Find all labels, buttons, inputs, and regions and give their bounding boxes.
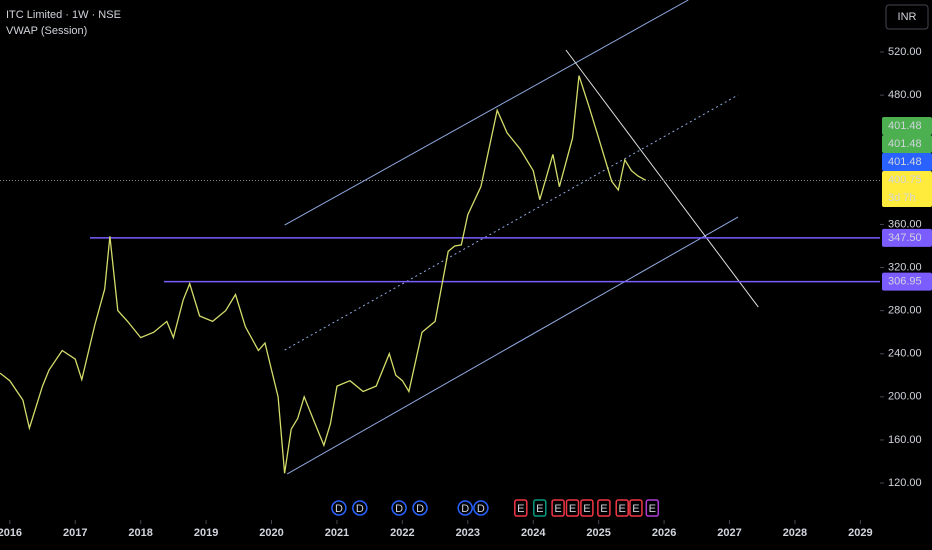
event-label: E [517, 503, 524, 515]
event-label: D [416, 503, 424, 515]
trendline [284, 94, 739, 351]
x-tick-label: 2025 [586, 527, 610, 539]
y-tick-label: 320.00 [888, 261, 922, 273]
y-tick-label: 480.00 [888, 89, 922, 101]
price-tag [882, 135, 932, 153]
event-label: E [536, 503, 543, 515]
x-tick-label: 2018 [128, 527, 152, 539]
trendline [565, 49, 759, 308]
y-tick-label: 520.00 [888, 46, 922, 58]
earnings-marker [533, 499, 547, 517]
event-label: D [356, 503, 364, 515]
x-tick-label: 2026 [652, 527, 676, 539]
x-tick-label: 2028 [783, 527, 807, 539]
event-label: E [632, 503, 639, 515]
earnings-marker [615, 499, 629, 517]
x-tick-label: 2019 [194, 527, 218, 539]
x-tick-label: 2023 [456, 527, 480, 539]
x-tick-label: 2016 [0, 527, 22, 539]
x-tick-label: 2024 [521, 527, 546, 539]
dividend-marker [391, 500, 407, 516]
price-tag [882, 153, 932, 171]
chart-title: ITC Limited · 1W · NSE [6, 9, 121, 21]
price-tag-countdown: 3d 7h [888, 192, 916, 204]
dividend-marker [473, 500, 489, 516]
dividend-marker [352, 500, 368, 516]
event-label: D [395, 503, 403, 515]
event-label: E [583, 503, 590, 515]
y-tick-label: 120.00 [888, 477, 922, 489]
x-tick-label: 2017 [63, 527, 87, 539]
y-tick-label: 360.00 [888, 218, 922, 230]
price-tag [882, 171, 932, 207]
earnings-marker [629, 499, 643, 517]
event-label: D [335, 503, 343, 515]
event-label: E [649, 503, 656, 515]
y-tick-label: 200.00 [888, 391, 922, 403]
x-tick-label: 2029 [848, 527, 872, 539]
level-tag [882, 228, 932, 247]
level-label: 306.95 [888, 276, 922, 288]
y-tick-label: 240.00 [888, 348, 922, 360]
y-tick-label: 280.00 [888, 305, 922, 317]
earnings-marker [645, 499, 660, 517]
trendline [286, 216, 739, 475]
event-label: D [461, 503, 469, 515]
event-label: E [569, 503, 576, 515]
event-label: E [619, 503, 626, 515]
price-tag-label: 401.48 [888, 156, 922, 168]
earnings-marker [597, 499, 611, 517]
currency-label[interactable]: INR [898, 11, 917, 23]
level-tag [882, 272, 932, 291]
level-label: 347.50 [888, 232, 922, 244]
x-tick-label: 2021 [325, 527, 349, 539]
x-tick-label: 2022 [390, 527, 414, 539]
event-label: E [600, 503, 607, 515]
price-tag-label: 400.75 [888, 174, 922, 186]
earnings-marker [565, 499, 580, 517]
earnings-marker [514, 499, 528, 517]
event-label: E [554, 503, 561, 515]
y-tick-label: 160.00 [888, 434, 922, 446]
dividend-marker [457, 500, 473, 516]
dividend-marker [331, 500, 347, 516]
price-tag [882, 117, 932, 135]
price-tag-label: 401.48 [888, 138, 922, 150]
dividend-marker [412, 500, 428, 516]
x-tick-label: 2020 [259, 527, 283, 539]
price-tag-label: 401.48 [888, 120, 922, 132]
event-label: D [477, 503, 485, 515]
x-tick-label: 2027 [717, 527, 741, 539]
earnings-marker [580, 499, 594, 517]
currency-button[interactable] [885, 4, 929, 30]
trendline [284, 0, 689, 226]
earnings-marker [551, 499, 565, 517]
price-line [0, 75, 647, 474]
indicator-label: VWAP (Session) [6, 25, 87, 37]
